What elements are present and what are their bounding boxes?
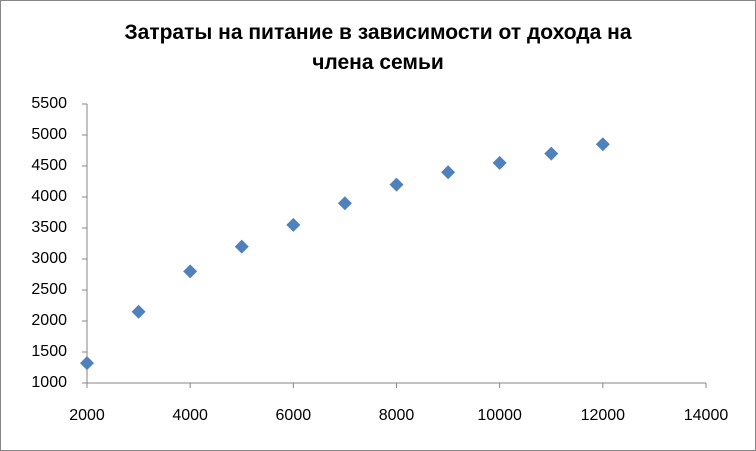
y-tick-label: 5000 bbox=[31, 126, 67, 143]
y-tick-label: 3500 bbox=[31, 219, 67, 236]
scatter-point bbox=[337, 196, 352, 211]
scatter-point bbox=[544, 146, 559, 161]
x-tick-label: 14000 bbox=[684, 407, 729, 424]
chart-title: Затраты на питание в зависимости от дохо… bbox=[124, 21, 632, 74]
y-tick-label: 4000 bbox=[31, 188, 67, 205]
scatter-point bbox=[234, 239, 249, 254]
x-tick-label: 4000 bbox=[172, 407, 208, 424]
y-tick-label: 5500 bbox=[31, 95, 67, 112]
y-tick-label: 4500 bbox=[31, 157, 67, 174]
scatter-point bbox=[441, 165, 456, 180]
x-tick-label: 12000 bbox=[581, 407, 626, 424]
scatter-point bbox=[183, 264, 198, 279]
y-tick-label: 1000 bbox=[31, 374, 67, 391]
scatter-point bbox=[131, 304, 146, 319]
y-tick-label: 2000 bbox=[31, 312, 67, 329]
scatter-point bbox=[389, 177, 404, 192]
x-tick-label: 10000 bbox=[477, 407, 522, 424]
x-tick-label: 6000 bbox=[276, 407, 312, 424]
scatter-point bbox=[80, 356, 94, 371]
y-tick-label: 3000 bbox=[31, 250, 67, 267]
x-tick-label: 2000 bbox=[69, 407, 105, 424]
y-tick-label: 2500 bbox=[31, 281, 67, 298]
scatter-point bbox=[492, 155, 507, 170]
scatter-point bbox=[286, 217, 301, 232]
x-tick-label: 8000 bbox=[379, 407, 415, 424]
y-tick-label: 1500 bbox=[31, 343, 67, 360]
scatter-point bbox=[595, 137, 610, 152]
